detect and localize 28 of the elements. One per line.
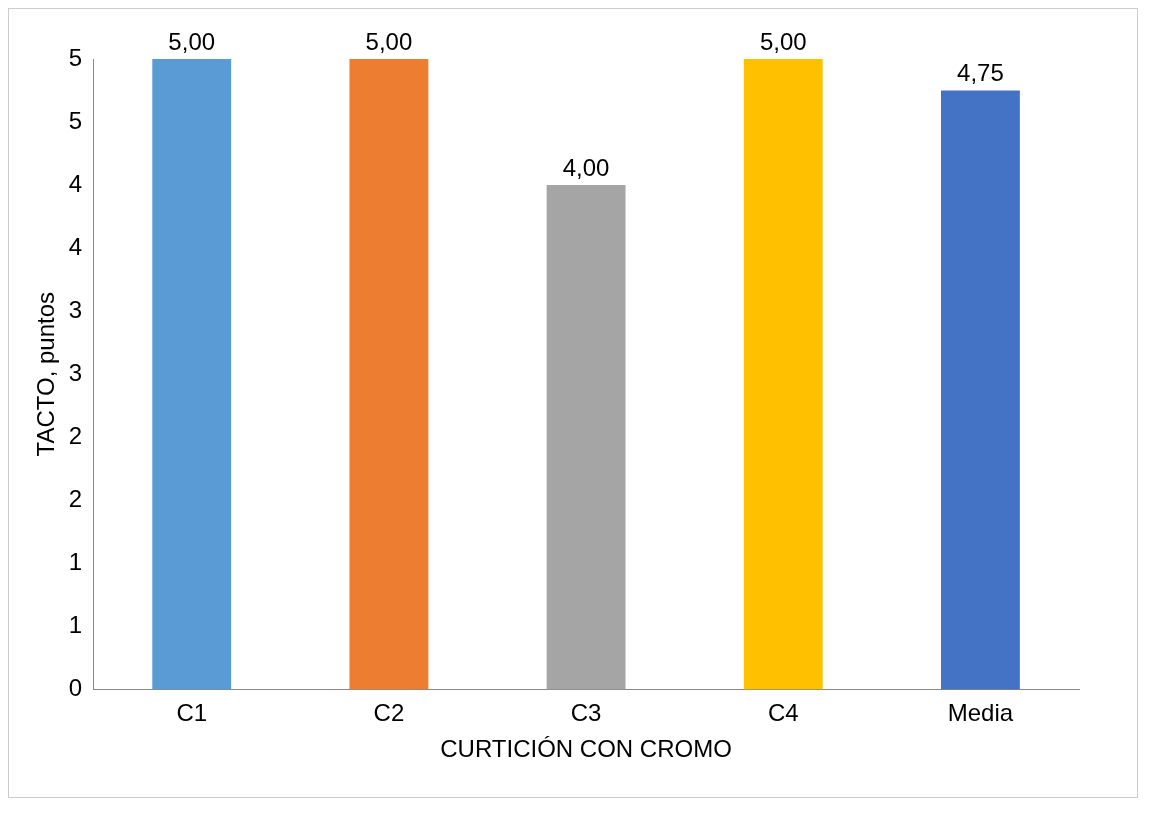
y-tick-label: 4 xyxy=(68,169,83,197)
y-tick-label: 2 xyxy=(68,484,83,512)
data-label: 5,00 xyxy=(365,27,413,55)
bar xyxy=(940,90,1020,690)
y-tick-label: 5 xyxy=(68,43,83,71)
y-tick-label: 2 xyxy=(68,421,83,449)
y-tick-label: 0 xyxy=(68,674,83,702)
bar xyxy=(546,185,626,690)
bar xyxy=(743,59,823,690)
data-label: 4,00 xyxy=(562,153,610,181)
y-tick-label: 3 xyxy=(68,358,83,386)
x-tick-label: C1 xyxy=(176,699,208,727)
y-tick-label: 4 xyxy=(68,232,83,260)
bar xyxy=(349,59,429,690)
data-label: 5,00 xyxy=(759,27,807,55)
x-axis-title: CURTICIÓN CON CROMO xyxy=(440,735,732,763)
data-label: 5,00 xyxy=(168,27,216,55)
x-tick-label: C3 xyxy=(570,699,602,727)
y-axis-title: TACTO, puntos xyxy=(32,291,60,457)
y-tick-label: 1 xyxy=(68,547,83,575)
x-tick-label: C2 xyxy=(373,699,405,727)
x-tick-label: Media xyxy=(947,699,1014,727)
y-tick-label: 3 xyxy=(68,295,83,323)
bar xyxy=(152,59,232,690)
y-tick-label: 5 xyxy=(68,106,83,134)
x-tick-label: C4 xyxy=(767,699,799,727)
data-label: 4,75 xyxy=(957,59,1004,87)
y-tick-label: 1 xyxy=(68,610,83,638)
